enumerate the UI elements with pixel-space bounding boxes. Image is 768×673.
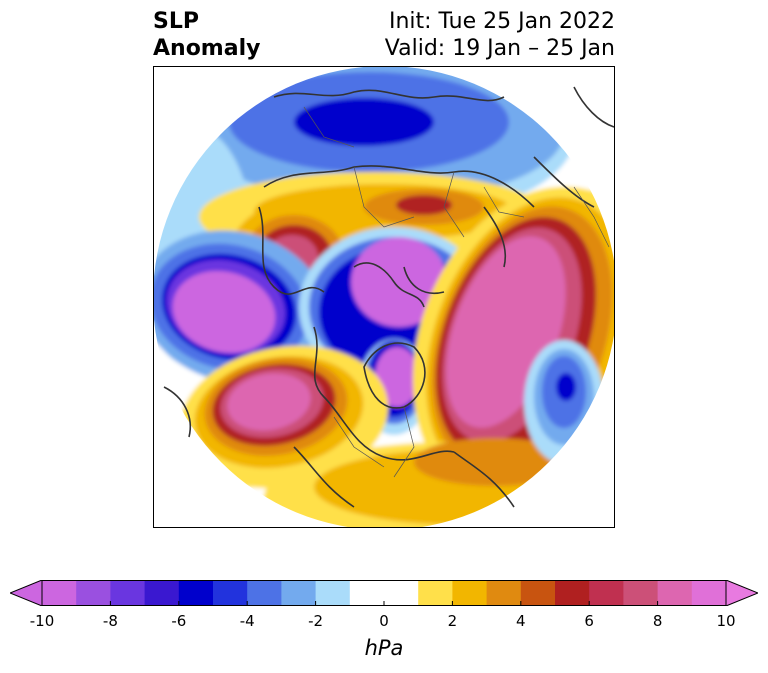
- colorbar-svg: [8, 579, 760, 607]
- anomaly-map-svg: [154, 67, 614, 527]
- title-left-line1: SLP: [153, 9, 199, 34]
- colorbar-bin: [452, 580, 488, 606]
- valid-range: Valid: 19 Jan – 25 Jan: [384, 36, 615, 61]
- colorbar-bin: [384, 580, 419, 606]
- colorbar-bin: [520, 580, 556, 606]
- colorbar: [8, 579, 760, 607]
- colorbar-bin: [42, 580, 77, 606]
- colorbar-bin: [657, 580, 693, 606]
- colorbar-bin: [281, 580, 317, 606]
- colorbar-bin: [110, 580, 146, 606]
- high-ne-pacific: [179, 345, 389, 489]
- anomaly-map: [153, 66, 615, 528]
- colorbar-bin: [213, 580, 248, 606]
- colorbar-bin: [555, 580, 590, 606]
- init-date: Init: Tue 25 Jan 2022: [388, 9, 615, 34]
- colorbar-bin: [691, 580, 727, 606]
- colorbar-tick-label: 0: [379, 612, 389, 630]
- colorbar-tick-label: 4: [516, 612, 526, 630]
- colorbar-tick-label: 8: [652, 612, 663, 630]
- coastlines: [163, 86, 614, 508]
- borders: [303, 106, 610, 478]
- colorbar-tick-label: 10: [716, 612, 736, 630]
- low-siberia: [174, 67, 574, 222]
- colorbar-bin: [247, 580, 282, 606]
- low-central-atlantic: [524, 340, 604, 464]
- title-left-line2: Anomaly: [153, 36, 261, 61]
- colorbar-extend-high: [725, 579, 760, 607]
- colorbar-tick-label: -2: [308, 612, 324, 630]
- colorbar-bin: [315, 580, 351, 606]
- colorbar-bin: [589, 580, 624, 606]
- colorbar-tick-label: -10: [29, 612, 55, 630]
- low-north-pacific: [154, 230, 328, 384]
- colorbar-tick-label: -4: [239, 612, 255, 630]
- colorbar-tick-label: 6: [584, 612, 594, 630]
- colorbar-tick-label: -6: [171, 612, 187, 630]
- title-right: Init: Tue 25 Jan 2022 Valid: 19 Jan – 25…: [385, 8, 615, 62]
- colorbar-extend-low: [8, 579, 43, 607]
- colorbar-bin: [144, 580, 180, 606]
- colorbar-tick-label: -8: [102, 612, 118, 630]
- colorbar-bin: [486, 580, 522, 606]
- colorbar-unit-label: hPa: [364, 636, 404, 660]
- colorbar-bin: [418, 580, 453, 606]
- colorbar-bin: [178, 580, 214, 606]
- colorbar-tick-labels: -10 -8 -6 -4 -2 0 2 4 6 8 10: [0, 612, 768, 632]
- colorbar-bin: [623, 580, 659, 606]
- colorbar-bin: [349, 580, 385, 606]
- title-left: SLP Anomaly: [153, 8, 260, 62]
- colorbar-bin: [76, 580, 111, 606]
- colorbar-tick-label: 2: [447, 612, 458, 630]
